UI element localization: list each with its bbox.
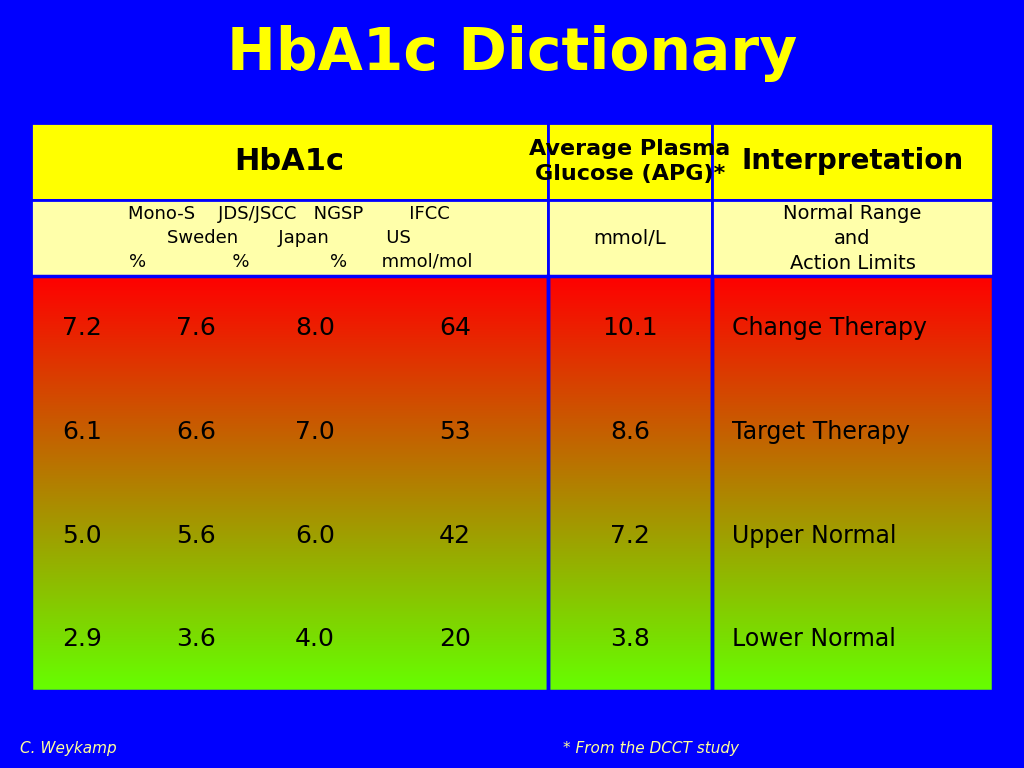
Text: 6.1: 6.1 <box>62 420 102 444</box>
Text: 64: 64 <box>438 316 471 340</box>
Text: 7.6: 7.6 <box>176 316 216 340</box>
Text: Interpretation: Interpretation <box>741 147 964 175</box>
Text: Mono-S    JDS/JSCC   NGSP        IFCC
Sweden       Japan          US
    %      : Mono-S JDS/JSCC NGSP IFCC Sweden Japan U… <box>106 206 472 270</box>
Text: Upper Normal: Upper Normal <box>732 524 897 548</box>
Text: Target Therapy: Target Therapy <box>732 420 910 444</box>
Text: 5.6: 5.6 <box>176 524 216 548</box>
Text: mmol/L: mmol/L <box>593 229 667 247</box>
Text: 5.0: 5.0 <box>62 524 102 548</box>
FancyBboxPatch shape <box>31 123 548 200</box>
Text: 8.6: 8.6 <box>609 420 650 444</box>
FancyBboxPatch shape <box>548 123 712 200</box>
Text: 42: 42 <box>438 524 471 548</box>
Text: 10.1: 10.1 <box>602 316 657 340</box>
Text: 7.0: 7.0 <box>295 420 335 444</box>
FancyBboxPatch shape <box>712 123 993 200</box>
Text: Average Plasma
Glucose (APG)*: Average Plasma Glucose (APG)* <box>529 139 730 184</box>
Text: 4.0: 4.0 <box>295 627 335 651</box>
FancyBboxPatch shape <box>548 200 712 276</box>
Text: HbA1c: HbA1c <box>234 147 344 176</box>
Text: 3.6: 3.6 <box>176 627 216 651</box>
Text: 8.0: 8.0 <box>295 316 335 340</box>
Text: 7.2: 7.2 <box>62 316 102 340</box>
Text: 6.0: 6.0 <box>295 524 335 548</box>
Text: Change Therapy: Change Therapy <box>732 316 927 340</box>
Text: Lower Normal: Lower Normal <box>732 627 896 651</box>
Text: Normal Range
and
Action Limits: Normal Range and Action Limits <box>783 204 922 273</box>
Text: 7.2: 7.2 <box>610 524 649 548</box>
Text: 3.8: 3.8 <box>610 627 649 651</box>
Text: HbA1c Dictionary: HbA1c Dictionary <box>227 25 797 82</box>
Text: 20: 20 <box>439 627 471 651</box>
FancyBboxPatch shape <box>712 200 993 276</box>
Text: * From the DCCT study: * From the DCCT study <box>563 741 739 756</box>
Text: 2.9: 2.9 <box>62 627 102 651</box>
Text: C. Weykamp: C. Weykamp <box>20 741 117 756</box>
Text: 53: 53 <box>439 420 471 444</box>
Text: 6.6: 6.6 <box>176 420 216 444</box>
FancyBboxPatch shape <box>31 200 548 276</box>
